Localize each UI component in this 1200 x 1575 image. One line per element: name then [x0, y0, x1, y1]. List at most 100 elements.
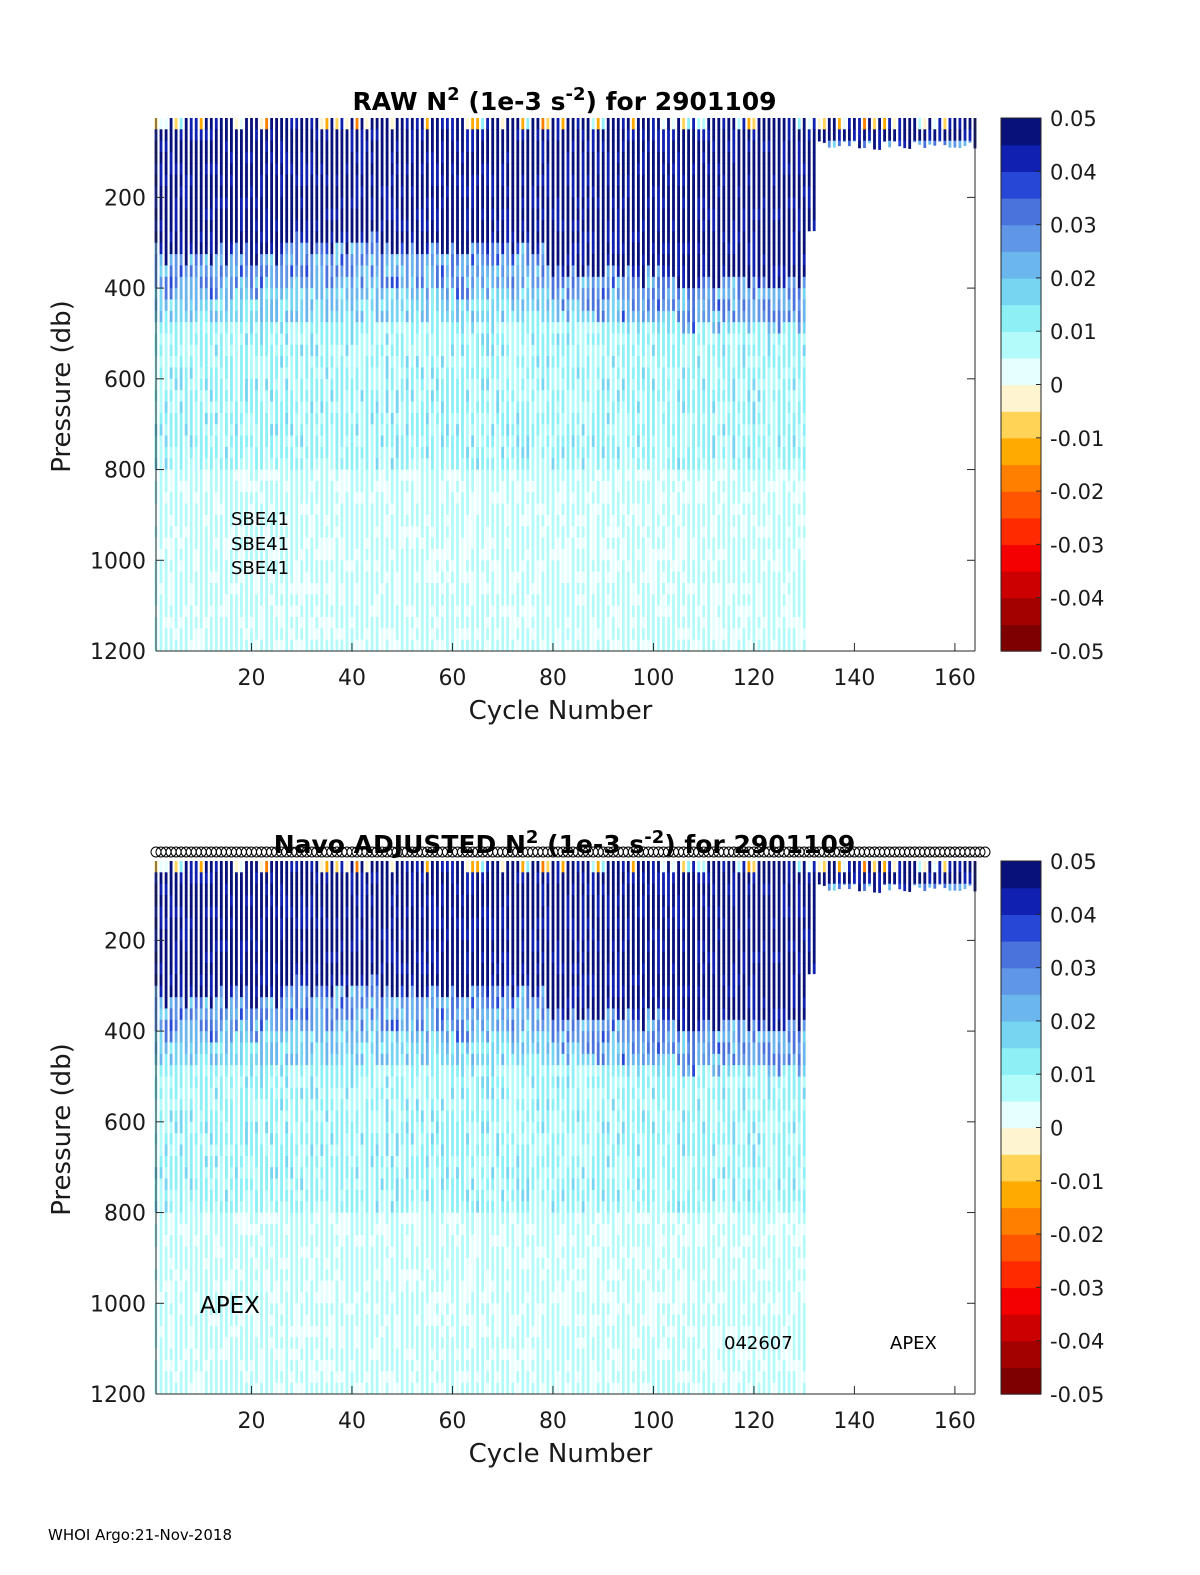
- heatmap-cell: [365, 469, 369, 482]
- heatmap-cell: [471, 152, 474, 164]
- heatmap-cell: [230, 390, 233, 403]
- heatmap-cell: [606, 299, 610, 312]
- heatmap-cell: [581, 480, 585, 493]
- heatmap-cell: [576, 288, 580, 300]
- heatmap-cell: [431, 333, 434, 346]
- heatmap-cell: [209, 288, 213, 300]
- heatmap-cell: [672, 322, 675, 334]
- heatmap-cell: [526, 639, 530, 652]
- heatmap-cell: [164, 571, 168, 584]
- heatmap-cell: [245, 446, 248, 459]
- heatmap-cell: [647, 208, 650, 221]
- heatmap-cell: [345, 526, 349, 539]
- heatmap-cell: [561, 571, 565, 584]
- heatmap-cell: [350, 390, 354, 403]
- heatmap-cell: [194, 514, 198, 527]
- heatmap-cell: [204, 220, 208, 232]
- heatmap-cell: [431, 537, 434, 550]
- heatmap-cell: [506, 514, 510, 527]
- heatmap-cell: [330, 163, 334, 176]
- heatmap-cell: [672, 594, 675, 607]
- heatmap-cell: [395, 276, 399, 289]
- heatmap-cell: [476, 288, 479, 300]
- heatmap-cell: [184, 265, 188, 278]
- heatmap-cell: [400, 231, 404, 244]
- heatmap-cell: [230, 639, 233, 652]
- heatmap-cell: [204, 526, 208, 539]
- heatmap-cell: [561, 617, 565, 629]
- heatmap-cell: [305, 503, 309, 516]
- heatmap-cell: [672, 583, 675, 595]
- heatmap-cell: [420, 322, 424, 334]
- heatmap-cell: [415, 344, 419, 357]
- heatmap-cell: [410, 254, 414, 266]
- heatmap-cell: [204, 186, 208, 198]
- heatmap-cell: [637, 367, 640, 380]
- heatmap-cell: [551, 242, 555, 255]
- heatmap-cell: [481, 174, 484, 187]
- heatmap-cell: [431, 435, 434, 448]
- heatmap-cell: [501, 310, 505, 323]
- heatmap-cell: [436, 583, 439, 595]
- heatmap-cell: [295, 537, 299, 550]
- heatmap-cell: [355, 424, 359, 437]
- heatmap-cell: [576, 617, 580, 629]
- heatmap-cell: [270, 367, 273, 380]
- heatmap-cell: [305, 265, 309, 278]
- heatmap-cell: [611, 163, 615, 176]
- heatmap-cell: [441, 220, 444, 232]
- heatmap-cell: [405, 594, 409, 607]
- heatmap-cell: [501, 220, 505, 232]
- heatmap-cell: [491, 367, 495, 380]
- heatmap-cell: [270, 276, 273, 289]
- heatmap-cell: [496, 220, 500, 232]
- heatmap-cell: [606, 265, 610, 278]
- heatmap-cell: [667, 548, 670, 561]
- heatmap-cell: [235, 639, 238, 652]
- heatmap-cell: [626, 344, 630, 357]
- heatmap-cell: [194, 503, 198, 516]
- heatmap-cell: [420, 333, 424, 346]
- heatmap-cell: [601, 480, 605, 493]
- heatmap-cell: [536, 118, 540, 130]
- heatmap-cell: [385, 424, 389, 437]
- heatmap-cell: [441, 435, 444, 448]
- heatmap-cell: [340, 129, 344, 142]
- heatmap-cell: [225, 197, 228, 210]
- heatmap-cell: [481, 617, 484, 629]
- heatmap-cell: [642, 503, 645, 516]
- heatmap-cell: [245, 242, 248, 255]
- heatmap-cell: [159, 560, 163, 573]
- heatmap-cell: [270, 571, 273, 584]
- heatmap-cell: [230, 220, 233, 232]
- heatmap-cell: [556, 356, 560, 368]
- heatmap-cell: [260, 276, 263, 289]
- heatmap-cell: [189, 583, 193, 595]
- heatmap-cell: [365, 356, 369, 368]
- heatmap-cell: [310, 390, 314, 403]
- heatmap-cell: [159, 492, 163, 505]
- heatmap-cell: [501, 446, 505, 459]
- heatmap-cell: [390, 458, 394, 471]
- heatmap-cell: [501, 605, 505, 618]
- heatmap-cell: [415, 152, 419, 164]
- heatmap-cell: [169, 129, 173, 142]
- heatmap-cell: [235, 322, 238, 334]
- heatmap-cell: [491, 514, 495, 527]
- heatmap-cell: [662, 628, 665, 641]
- heatmap-cell: [451, 344, 454, 357]
- heatmap-cell: [280, 197, 283, 210]
- heatmap-cell: [581, 390, 585, 403]
- heatmap-cell: [169, 617, 173, 629]
- heatmap-cell: [315, 639, 319, 652]
- heatmap-cell: [576, 208, 580, 221]
- heatmap-cell: [616, 186, 620, 198]
- heatmap-cell: [285, 265, 289, 278]
- heatmap-cell: [415, 356, 419, 368]
- heatmap-cell: [611, 526, 615, 539]
- heatmap-cell: [672, 503, 675, 516]
- heatmap-cell: [531, 276, 535, 289]
- heatmap-cell: [415, 322, 419, 334]
- heatmap-cell: [179, 265, 183, 278]
- heatmap-cell: [631, 571, 635, 584]
